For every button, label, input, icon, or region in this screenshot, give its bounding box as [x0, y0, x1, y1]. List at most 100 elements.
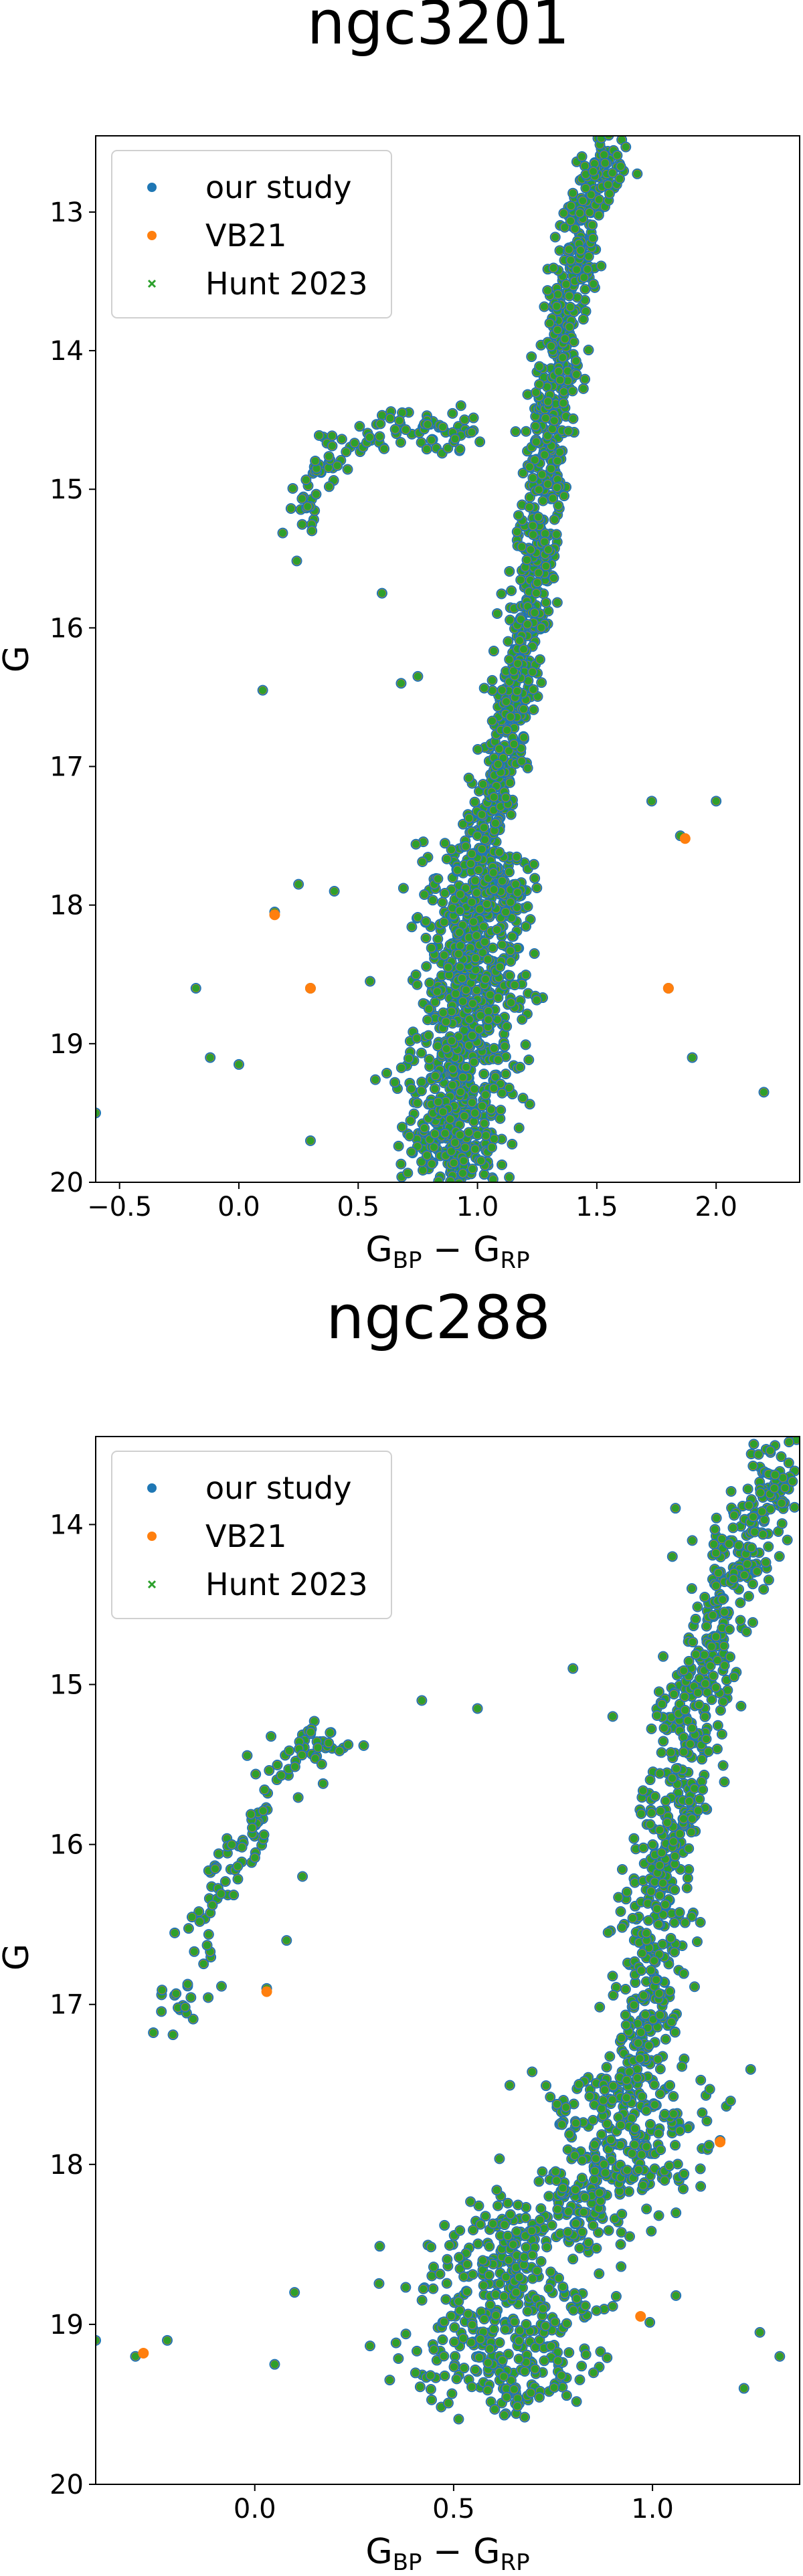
point-hunt-2023 [482, 1131, 490, 1139]
point-hunt-2023 [534, 693, 542, 701]
point-hunt-2023 [456, 963, 464, 971]
point-hunt-2023 [430, 1143, 438, 1152]
point-hunt-2023 [468, 1099, 476, 1107]
point-hunt-2023 [444, 963, 452, 972]
point-hunt-2023 [551, 233, 559, 241]
point-hunt-2023 [426, 1055, 434, 1063]
point-hunt-2023 [573, 266, 581, 274]
point-hunt-2023 [507, 957, 515, 965]
point-hunt-2023 [472, 965, 480, 974]
point-hunt-2023 [507, 998, 515, 1006]
point-hunt-2023 [446, 1177, 454, 1182]
point-hunt-2023 [397, 1064, 406, 1072]
point-hunt-2023 [541, 414, 549, 422]
point-hunt-2023 [505, 868, 513, 876]
point-hunt-2023 [565, 323, 573, 331]
point-hunt-2023 [569, 387, 577, 395]
point-hunt-2023 [448, 1147, 456, 1156]
point-hunt-2023 [470, 1058, 478, 1066]
point-hunt-2023 [466, 1015, 474, 1023]
point-hunt-2023 [412, 971, 420, 979]
point-hunt-2023 [468, 1032, 476, 1040]
point-hunt-2023 [434, 935, 442, 943]
point-hunt-2023 [531, 875, 539, 883]
point-hunt-2023 [441, 1129, 449, 1137]
point-hunt-2023 [581, 285, 589, 293]
point-hunt-2023 [577, 246, 585, 254]
point-hunt-2023 [527, 545, 535, 553]
point-hunt-2023 [555, 448, 563, 456]
point-hunt-2023 [508, 914, 516, 922]
point-hunt-2023 [565, 292, 573, 300]
point-hunt-2023 [579, 197, 587, 205]
point-hunt-2023 [571, 225, 579, 233]
point-hunt-2023 [470, 798, 478, 806]
point-hunt-2023 [507, 713, 515, 721]
point-hunt-2023 [459, 1169, 467, 1177]
point-hunt-2023 [478, 845, 486, 853]
point-hunt-2023 [431, 998, 439, 1006]
point-hunt-2023 [553, 457, 561, 465]
point-hunt-2023 [549, 494, 557, 502]
point-hunt-2023 [480, 824, 488, 832]
point-hunt-2023 [566, 303, 574, 311]
point-hunt-2023 [423, 1152, 431, 1160]
point-hunt-2023 [454, 866, 462, 874]
point-hunt-2023 [536, 656, 544, 664]
point-hunt-2023 [539, 589, 547, 597]
point-hunt-2023 [563, 377, 571, 385]
point-hunt-2023 [480, 684, 488, 692]
point-hunt-2023 [391, 1079, 399, 1087]
point-hunt-2023 [522, 428, 530, 436]
point-hunt-2023 [408, 1148, 416, 1156]
point-hunt-2023 [497, 589, 505, 597]
point-hunt-2023 [580, 274, 588, 282]
point-hunt-2023 [507, 810, 515, 818]
point-hunt-2023 [524, 990, 532, 998]
point-hunt-2023 [462, 1063, 470, 1071]
point-hunt-2023 [496, 963, 504, 971]
point-hunt-2023 [422, 934, 430, 942]
point-hunt-2023 [543, 432, 551, 440]
point-hunt-2023 [480, 938, 488, 946]
point-hunt-2023 [502, 794, 510, 802]
point-hunt-2023 [531, 456, 539, 464]
point-hunt-2023 [476, 905, 484, 913]
point-hunt-2023 [419, 1166, 427, 1174]
point-hunt-2023 [429, 896, 437, 904]
point-hunt-2023 [515, 1124, 523, 1132]
point-hunt-2023 [524, 676, 532, 684]
point-hunt-2023 [529, 686, 537, 694]
point-hunt-2023 [458, 921, 466, 929]
point-hunt-2023 [460, 1112, 468, 1120]
point-hunt-2023 [543, 286, 551, 294]
point-hunt-2023 [451, 1139, 459, 1147]
point-hunt-2023 [523, 556, 531, 564]
point-hunt-2023 [505, 1084, 513, 1092]
point-hunt-2023 [505, 567, 513, 575]
point-hunt-2023 [428, 944, 436, 952]
point-hunt-2023 [531, 422, 539, 430]
point-hunt-2023 [426, 979, 434, 987]
point-hunt-2023 [371, 1076, 379, 1084]
point-hunt-2023 [460, 1184, 468, 1192]
point-hunt-2023 [479, 780, 487, 788]
point-hunt-2023 [440, 951, 448, 959]
point-hunt-2023 [617, 163, 625, 171]
point-hunt-2023 [547, 465, 555, 473]
point-hunt-2023 [520, 645, 528, 653]
point-hunt-2023 [465, 1041, 473, 1049]
point-hunt-2023 [559, 353, 567, 361]
panel-ngc3201: ngc3201 −0.5 0.0 0.5 1.0 1.5 2.01314151617181… [0, 0, 800, 1274]
point-hunt-2023 [556, 376, 564, 384]
point-hunt-2023 [471, 1145, 479, 1153]
point-hunt-2023 [576, 209, 584, 217]
point-hunt-2023 [561, 223, 569, 232]
point-hunt-2023 [488, 1143, 496, 1152]
point-hunt-2023 [519, 469, 527, 477]
point-hunt-2023 [456, 941, 464, 949]
point-hunt-2023 [517, 576, 525, 584]
point-hunt-2023 [432, 1072, 440, 1080]
point-hunt-2023 [475, 1026, 483, 1034]
point-hunt-2023 [450, 1159, 458, 1167]
